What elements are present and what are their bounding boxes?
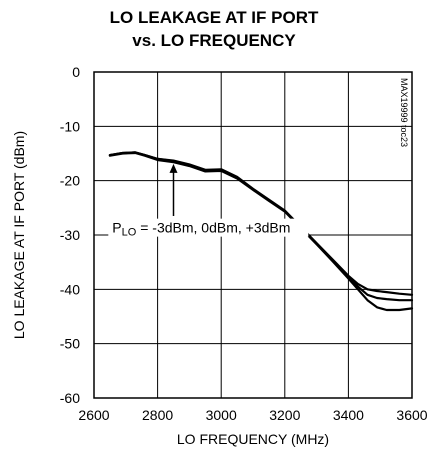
- x-tick-label: 3600: [396, 407, 427, 423]
- y-tick-label: -60: [60, 390, 80, 406]
- x-tick-label: 2800: [142, 407, 173, 423]
- y-tick-label: -40: [60, 281, 80, 297]
- x-tick-label: 2600: [78, 407, 109, 423]
- x-axis-label: LO FREQUENCY (MHz): [177, 431, 329, 447]
- y-tick-label: -30: [60, 227, 80, 243]
- chart-title-line-1: LO LEAKAGE AT IF PORT: [109, 8, 319, 27]
- chart-title-line-2: vs. LO FREQUENCY: [132, 31, 296, 50]
- y-tick-label: 0: [72, 64, 80, 80]
- x-tick-label: 3200: [269, 407, 300, 423]
- x-tick-label: 3400: [333, 407, 364, 423]
- annotation-label: PLO = -3dBm, 0dBm, +3dBm: [112, 220, 290, 239]
- plot-frame: [93, 71, 413, 399]
- y-tick-label: -10: [60, 118, 80, 134]
- y-tick-label: -50: [60, 336, 80, 352]
- annotation-arrow-head: [169, 163, 178, 173]
- annotation-background: [108, 218, 309, 237]
- y-axis-label: LO LEAKAGE AT IF PORT (dBm): [11, 131, 27, 339]
- y-tick-label: -20: [60, 173, 80, 189]
- watermark-label: MAX19999 toc23: [399, 78, 409, 147]
- series-line: [108, 151, 414, 312]
- x-tick-label: 3000: [206, 407, 237, 423]
